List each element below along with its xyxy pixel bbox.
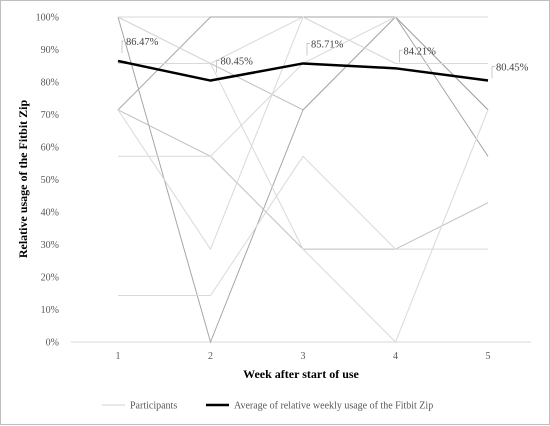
y-tick-label: 0%	[46, 338, 59, 349]
average-data-labels: 86.47% 80.45% 85.71% 84.21% 80.45%	[126, 37, 529, 74]
data-label-callout	[491, 66, 495, 79]
y-tick-label: 90%	[41, 45, 59, 56]
participant-line	[118, 155, 488, 297]
participant-line	[117, 16, 489, 157]
data-label-callout	[399, 49, 403, 63]
data-label-callout	[216, 60, 220, 73]
y-tick-label: 10%	[41, 305, 59, 316]
average-data-label: 84.21%	[404, 46, 437, 57]
average-line	[117, 59, 489, 82]
data-label-callout	[121, 40, 125, 53]
legend-label-average: Average of relative weekly usage of the …	[234, 401, 433, 412]
x-tick-label: 2	[208, 351, 213, 362]
average-data-label: 80.45%	[221, 57, 254, 68]
data-label-callouts	[121, 40, 495, 79]
y-tick-label: 60%	[41, 143, 59, 154]
participant-line	[118, 16, 488, 64]
y-tick-label: 50%	[41, 175, 59, 186]
legend: Participants Average of relative weekly …	[102, 401, 433, 412]
y-tick-label: 20%	[41, 273, 59, 284]
x-tick-label: 1	[116, 351, 121, 362]
y-tick-label: 80%	[41, 78, 59, 89]
legend-label-participants: Participants	[130, 401, 177, 412]
data-label-callout	[306, 43, 310, 56]
y-tick-label: 70%	[41, 110, 59, 121]
y-tick-label: 30%	[41, 240, 59, 251]
y-axis-title: Relative usage of the Fitbit Zip	[16, 100, 30, 259]
x-axis-title: Week after start of use	[243, 367, 359, 381]
x-tick-label: 3	[301, 351, 306, 362]
average-data-label: 80.45%	[496, 63, 529, 74]
participant-line	[118, 16, 488, 157]
y-tick-label: 40%	[41, 208, 59, 219]
average-line-group	[117, 59, 489, 82]
y-tick-label: 100%	[36, 13, 59, 24]
x-tick-label: 4	[393, 351, 398, 362]
participant-line	[117, 16, 489, 343]
x-tick-label: 5	[486, 351, 491, 362]
participant-lines	[117, 16, 489, 344]
x-axis-ticks: 1 2 3 4 5	[116, 351, 491, 362]
average-data-label: 86.47%	[126, 37, 159, 48]
participant-line	[117, 109, 489, 250]
average-data-label: 85.71%	[311, 39, 344, 50]
y-axis-ticks: 0% 10% 20% 30% 40% 50% 60% 70% 80% 90% 100%	[36, 13, 59, 349]
participant-line	[117, 16, 489, 344]
